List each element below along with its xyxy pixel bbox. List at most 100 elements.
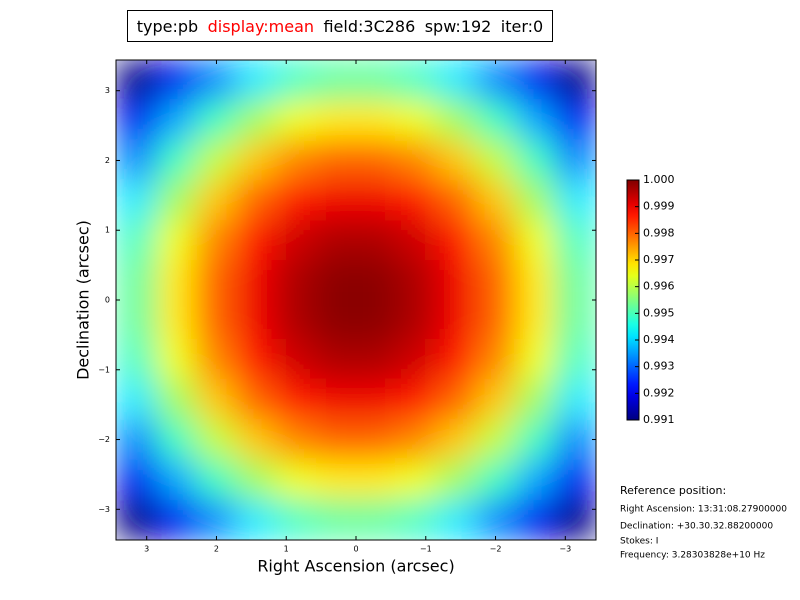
x-tick-label: 3 [144, 545, 149, 554]
cell [555, 299, 596, 341]
cell [315, 339, 357, 381]
cell [355, 139, 397, 181]
cell [435, 219, 477, 261]
cell [515, 179, 557, 221]
cell [116, 499, 157, 540]
x-tick-label: −2 [490, 545, 502, 554]
colorbar-tick-label: 0.996 [643, 280, 675, 293]
cell [555, 379, 596, 421]
image-cells [116, 60, 596, 540]
cell [395, 60, 437, 101]
cell [155, 99, 197, 141]
cell [195, 179, 237, 221]
cell [435, 379, 477, 421]
cell [116, 139, 157, 181]
cell [475, 60, 517, 101]
cell [555, 459, 596, 501]
cell [195, 99, 237, 141]
cell [315, 99, 357, 141]
cell [235, 99, 277, 141]
annotation: Right Ascension: 13:31:08.27900000 [620, 505, 787, 515]
cell [155, 379, 197, 421]
cell [116, 459, 157, 501]
cell [555, 219, 596, 261]
annotation: Declination: +30.30.32.88200000 [620, 522, 773, 532]
cell [395, 499, 437, 540]
cell [315, 259, 357, 301]
title-part: iter:0 [500, 16, 544, 36]
cell [555, 179, 596, 221]
cell [435, 419, 477, 461]
cell [355, 219, 397, 261]
y-tick-label: −2 [98, 435, 110, 444]
cell [155, 299, 197, 341]
cell [155, 459, 197, 501]
cell [355, 299, 397, 341]
cell [515, 139, 557, 181]
title-part: field:3C286 [323, 16, 416, 36]
cell [395, 139, 437, 181]
x-axis-label: Right Ascension (arcsec) [257, 557, 454, 576]
cell [555, 419, 596, 461]
cell [155, 339, 197, 381]
colorbar-tick-label: 0.999 [643, 200, 675, 213]
cell [155, 419, 197, 461]
cell [475, 219, 517, 261]
x-tick-label: 2 [214, 545, 219, 554]
annotation: Reference position: [620, 484, 726, 497]
colorbar-tick-label: 0.993 [643, 360, 675, 373]
cell [515, 99, 557, 141]
title-part: spw:192 [424, 16, 492, 36]
cell [475, 179, 517, 221]
cell [275, 339, 317, 381]
cell [315, 299, 357, 341]
cell [275, 499, 317, 540]
cell [515, 219, 557, 261]
cell [195, 379, 237, 421]
cell [235, 459, 277, 501]
annotation: Stokes: I [620, 537, 658, 547]
cell [116, 179, 157, 221]
cell [195, 459, 237, 501]
cell [116, 60, 157, 101]
x-tick-label: −1 [420, 545, 432, 554]
cell [475, 419, 517, 461]
cell [435, 299, 477, 341]
cell [395, 459, 437, 501]
cell [475, 379, 517, 421]
cell [395, 419, 437, 461]
cell [195, 339, 237, 381]
cell [235, 299, 277, 341]
cell [515, 259, 557, 301]
cell [435, 339, 477, 381]
cell [315, 379, 357, 421]
cell [315, 179, 357, 221]
y-tick-label: 3 [105, 86, 110, 95]
cell [275, 60, 317, 101]
colorbar-tick-label: 0.995 [643, 306, 675, 319]
cell [275, 299, 317, 341]
annotation: Frequency: 3.28303828e+10 Hz [620, 551, 765, 561]
cell [515, 339, 557, 381]
cell [475, 259, 517, 301]
image [116, 60, 596, 540]
cell [555, 339, 596, 381]
cell [235, 379, 277, 421]
cell [275, 379, 317, 421]
cell [195, 219, 237, 261]
cell [116, 259, 157, 301]
cell [315, 139, 357, 181]
cell [355, 99, 397, 141]
cell [116, 339, 157, 381]
cell [515, 379, 557, 421]
cell [195, 139, 237, 181]
cell [235, 259, 277, 301]
cell [116, 99, 157, 141]
cell [155, 179, 197, 221]
cell [355, 419, 397, 461]
cell [235, 499, 277, 540]
cell [435, 259, 477, 301]
cell [315, 419, 357, 461]
cell [195, 299, 237, 341]
